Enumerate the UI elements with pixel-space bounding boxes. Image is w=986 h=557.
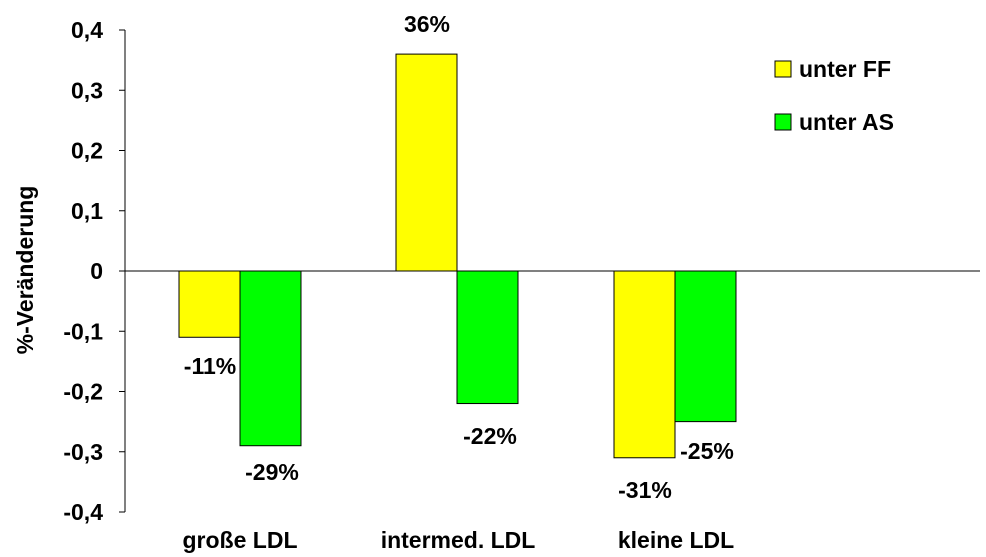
x-category-label: große LDL — [183, 527, 298, 553]
x-category-label: kleine LDL — [618, 527, 734, 553]
data-label: -25% — [680, 438, 734, 464]
legend-label: unter FF — [799, 56, 891, 82]
data-labels: -11% 36% -31% -29% -22% -25% — [184, 11, 734, 503]
y-tick-label: -0,2 — [63, 379, 103, 405]
data-label: -31% — [618, 477, 672, 503]
data-label: -22% — [463, 423, 517, 449]
y-tick-label: 0 — [90, 258, 103, 284]
data-label: -11% — [184, 353, 236, 379]
y-tick-label: 0,2 — [71, 138, 103, 164]
bar — [239, 270, 302, 447]
y-tick-label: 0,1 — [71, 198, 103, 224]
data-label: -29% — [245, 459, 299, 485]
bar — [456, 270, 519, 405]
bar — [613, 270, 676, 459]
y-tick-label: -0,1 — [63, 318, 103, 344]
axes: 0,4 0,3 0,2 0,1 0 -0,1 -0,2 -0,3 -0,4 große LDL in… — [63, 17, 980, 553]
legend: unter FF unter AS — [774, 56, 894, 135]
y-tick-label: 0,4 — [71, 17, 103, 43]
legend-swatch — [774, 60, 792, 78]
legend-swatch — [774, 113, 792, 131]
y-tick-label: 0,3 — [71, 77, 103, 103]
y-axis-title: %-Veränderung — [12, 186, 38, 355]
bar — [395, 53, 458, 272]
x-category-label: intermed. LDL — [381, 527, 536, 553]
legend-label: unter AS — [799, 109, 894, 135]
bars — [178, 53, 737, 459]
y-tick-label: -0,4 — [63, 499, 103, 525]
y-tick-label: -0,3 — [63, 439, 103, 465]
bar — [178, 270, 241, 338]
bar — [674, 270, 737, 423]
data-label: 36% — [404, 11, 450, 37]
